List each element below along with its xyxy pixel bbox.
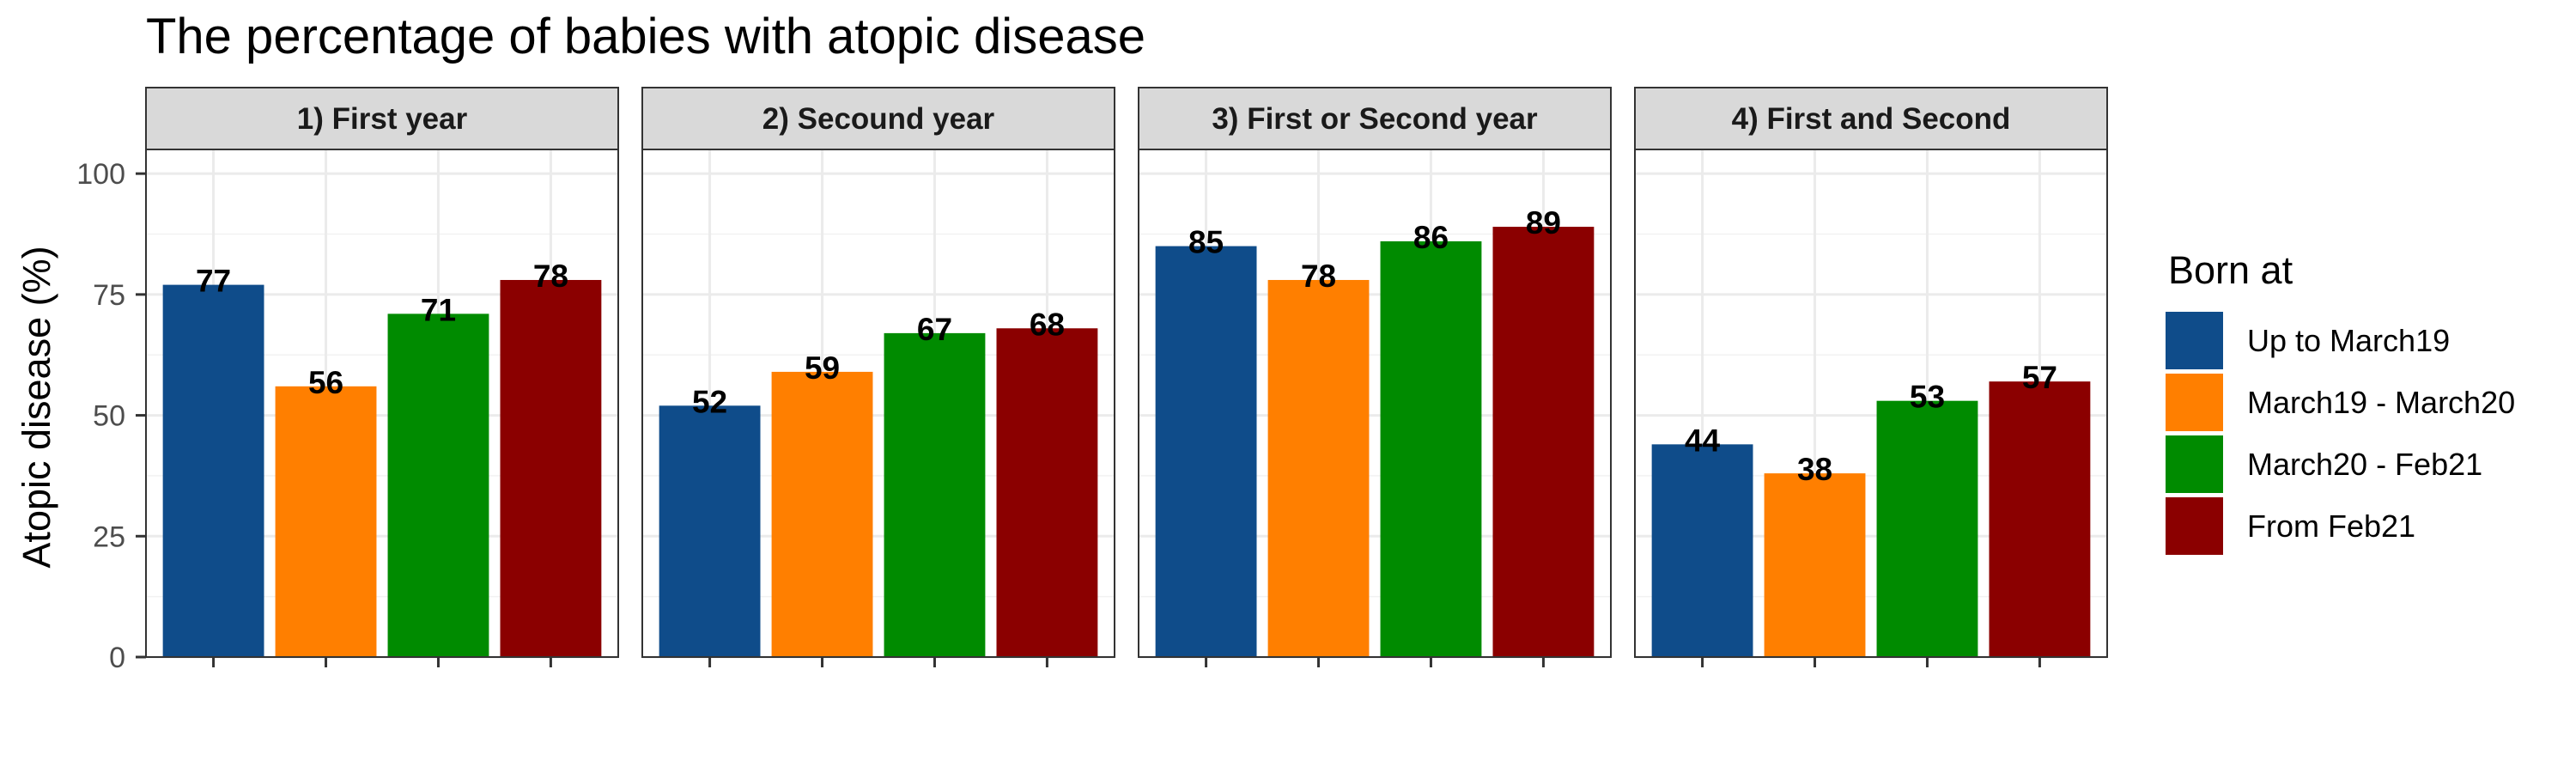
legend-key bbox=[2166, 497, 2223, 555]
bar-value-label: 38 bbox=[1797, 452, 1832, 487]
y-tick-label: 0 bbox=[109, 642, 125, 674]
bar-value-label: 78 bbox=[533, 259, 568, 294]
bar bbox=[1989, 381, 2091, 657]
facet-panels: 1) First year 77 56 71 78 2) Secound year 52 59… bbox=[145, 87, 2108, 667]
facet-strip-label: 4) First and Second bbox=[1732, 102, 2011, 136]
legend-label: March20 - Feb21 bbox=[2247, 447, 2482, 482]
bar-value-label: 56 bbox=[308, 365, 343, 400]
bar bbox=[162, 284, 264, 657]
facet-strip-label: 2) Secound year bbox=[762, 102, 995, 136]
bar-value-label: 57 bbox=[2022, 360, 2057, 395]
legend-key bbox=[2166, 435, 2223, 493]
legend-title: Born at bbox=[2168, 248, 2293, 292]
bar-value-label: 67 bbox=[917, 312, 952, 347]
y-tick-label: 25 bbox=[93, 520, 125, 553]
facet-panel: 1) First year 77 56 71 78 bbox=[145, 87, 619, 667]
facet-strip bbox=[145, 87, 619, 150]
facet-panel: 3) First or Second year 85 78 86 89 bbox=[1138, 87, 1612, 667]
y-tick-label: 100 bbox=[76, 158, 125, 191]
panel-border bbox=[145, 149, 619, 658]
bar bbox=[1876, 400, 1978, 657]
facet-strip-label: 3) First or Second year bbox=[1212, 102, 1538, 136]
facet-strip-label: 1) First year bbox=[297, 102, 468, 136]
bar-value-label: 86 bbox=[1413, 220, 1449, 255]
bar-value-label: 59 bbox=[805, 350, 840, 386]
legend-label: From Feb21 bbox=[2247, 508, 2415, 544]
bar-value-label: 53 bbox=[1910, 380, 1945, 415]
bar bbox=[275, 386, 377, 657]
bar-value-label: 52 bbox=[692, 384, 727, 419]
bar bbox=[659, 405, 761, 657]
bar bbox=[387, 313, 489, 657]
bar-value-label: 44 bbox=[1685, 423, 1721, 458]
legend: Born at Up to March19 March19 - March20 Ma… bbox=[2166, 248, 2515, 555]
bar bbox=[1492, 227, 1595, 657]
bar bbox=[771, 371, 873, 657]
bar-value-label: 89 bbox=[1526, 205, 1561, 240]
bar bbox=[996, 328, 1098, 657]
bar-value-label: 77 bbox=[196, 264, 231, 299]
legend-key bbox=[2166, 312, 2223, 369]
panel-border bbox=[641, 149, 1115, 658]
facet-strip bbox=[1634, 87, 2108, 150]
legend-key bbox=[2166, 374, 2223, 431]
bar bbox=[1651, 444, 1753, 657]
bar-value-label: 71 bbox=[421, 292, 456, 327]
y-tick-label: 50 bbox=[93, 400, 125, 433]
bar bbox=[500, 279, 602, 657]
bar bbox=[1380, 240, 1482, 657]
bar bbox=[1155, 246, 1257, 657]
facet-strip bbox=[641, 87, 1115, 150]
facet-strip bbox=[1138, 87, 1612, 150]
y-tick-label: 75 bbox=[93, 279, 125, 312]
bar bbox=[884, 332, 986, 657]
y-axis-title: Atopic disease (%) bbox=[15, 246, 58, 568]
bar bbox=[1267, 279, 1370, 657]
bar bbox=[1764, 473, 1866, 657]
legend-label: March19 - March20 bbox=[2247, 385, 2515, 420]
bar-value-label: 85 bbox=[1188, 225, 1224, 260]
panel-border bbox=[1138, 149, 1612, 658]
chart-title: The percentage of babies with atopic dis… bbox=[146, 9, 1145, 64]
y-axis: 0 25 50 75 100 bbox=[76, 158, 146, 674]
facet-panel: 2) Secound year 52 59 67 68 bbox=[641, 87, 1115, 667]
bar-value-label: 68 bbox=[1030, 307, 1065, 342]
legend-label: Up to March19 bbox=[2247, 323, 2450, 358]
facet-panel: 4) First and Second 44 38 53 57 bbox=[1634, 87, 2108, 667]
panel-border bbox=[1634, 149, 2108, 658]
bar-value-label: 78 bbox=[1301, 259, 1336, 294]
